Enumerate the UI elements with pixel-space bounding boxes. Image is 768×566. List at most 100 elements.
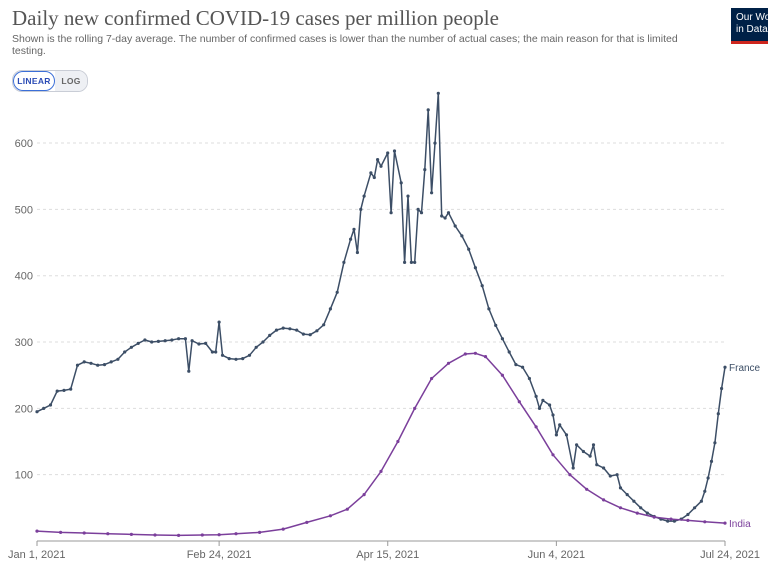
- data-point[interactable]: [106, 532, 110, 536]
- data-point[interactable]: [723, 365, 727, 369]
- data-point[interactable]: [389, 211, 393, 215]
- data-point[interactable]: [345, 507, 349, 511]
- data-point[interactable]: [608, 474, 612, 478]
- data-point[interactable]: [204, 341, 208, 345]
- data-point[interactable]: [595, 463, 599, 467]
- data-point[interactable]: [55, 389, 59, 393]
- data-point[interactable]: [521, 365, 525, 369]
- data-point[interactable]: [487, 307, 491, 311]
- data-point[interactable]: [703, 489, 707, 493]
- data-point[interactable]: [473, 351, 477, 355]
- data-point[interactable]: [261, 340, 265, 344]
- data-point[interactable]: [35, 529, 39, 533]
- data-point[interactable]: [403, 260, 407, 264]
- data-point[interactable]: [75, 363, 80, 367]
- data-point[interactable]: [163, 339, 167, 343]
- data-point[interactable]: [153, 533, 157, 537]
- data-point[interactable]: [413, 260, 417, 264]
- data-point[interactable]: [564, 433, 569, 437]
- data-point[interactable]: [82, 360, 86, 364]
- data-point[interactable]: [227, 357, 231, 361]
- data-point[interactable]: [197, 342, 201, 346]
- data-point[interactable]: [575, 443, 579, 447]
- data-point[interactable]: [446, 211, 451, 215]
- data-point[interactable]: [234, 532, 238, 536]
- data-point[interactable]: [129, 532, 133, 537]
- data-point[interactable]: [635, 511, 639, 515]
- data-point[interactable]: [129, 345, 133, 349]
- data-point[interactable]: [440, 214, 444, 218]
- linear-scale-button[interactable]: LINEAR: [13, 71, 55, 91]
- data-point[interactable]: [720, 386, 724, 391]
- data-point[interactable]: [234, 357, 238, 361]
- data-point[interactable]: [645, 511, 650, 515]
- data-point[interactable]: [453, 224, 457, 228]
- data-point[interactable]: [183, 337, 187, 341]
- data-point[interactable]: [500, 337, 504, 341]
- data-point[interactable]: [376, 158, 380, 162]
- data-point[interactable]: [413, 406, 417, 410]
- data-point[interactable]: [69, 387, 73, 391]
- data-point[interactable]: [379, 469, 383, 473]
- data-point[interactable]: [433, 141, 437, 145]
- data-point[interactable]: [534, 425, 538, 429]
- data-point[interactable]: [686, 518, 690, 523]
- data-point[interactable]: [699, 499, 704, 503]
- data-point[interactable]: [632, 499, 636, 503]
- data-point[interactable]: [669, 517, 673, 521]
- data-point[interactable]: [409, 260, 413, 264]
- data-point[interactable]: [436, 91, 440, 95]
- data-point[interactable]: [214, 350, 218, 354]
- data-point[interactable]: [48, 403, 53, 407]
- data-point[interactable]: [217, 320, 221, 324]
- data-point[interactable]: [483, 355, 488, 359]
- series-line[interactable]: [36, 92, 726, 522]
- data-point[interactable]: [463, 352, 467, 356]
- data-point[interactable]: [618, 506, 623, 510]
- data-point[interactable]: [42, 406, 46, 410]
- data-point[interactable]: [258, 530, 262, 535]
- data-point[interactable]: [362, 493, 366, 497]
- data-point[interactable]: [723, 521, 727, 525]
- data-point[interactable]: [359, 207, 363, 211]
- data-point[interactable]: [554, 433, 559, 437]
- data-point[interactable]: [666, 519, 670, 523]
- data-point[interactable]: [89, 361, 93, 365]
- data-point[interactable]: [143, 338, 147, 342]
- data-point[interactable]: [247, 353, 252, 357]
- log-scale-button[interactable]: LOG: [55, 71, 87, 91]
- data-point[interactable]: [116, 357, 120, 361]
- data-point[interactable]: [602, 498, 606, 502]
- data-point[interactable]: [537, 406, 542, 410]
- data-point[interactable]: [274, 328, 279, 332]
- data-point[interactable]: [500, 373, 504, 377]
- data-point[interactable]: [170, 338, 174, 342]
- data-point[interactable]: [416, 207, 420, 211]
- data-point[interactable]: [254, 345, 258, 349]
- data-point[interactable]: [96, 363, 100, 367]
- data-point[interactable]: [217, 533, 221, 537]
- data-point[interactable]: [534, 394, 538, 398]
- data-point[interactable]: [571, 466, 575, 470]
- data-point[interactable]: [602, 466, 606, 470]
- data-point[interactable]: [372, 175, 376, 180]
- data-point[interactable]: [716, 412, 720, 416]
- data-point[interactable]: [693, 506, 697, 510]
- data-point[interactable]: [430, 376, 434, 381]
- data-point[interactable]: [308, 333, 312, 337]
- data-point[interactable]: [200, 533, 204, 537]
- data-point[interactable]: [268, 333, 272, 337]
- data-point[interactable]: [558, 423, 562, 427]
- data-point[interactable]: [156, 339, 160, 343]
- data-point[interactable]: [281, 527, 285, 531]
- data-point[interactable]: [281, 326, 285, 330]
- data-point[interactable]: [82, 531, 86, 535]
- data-point[interactable]: [150, 340, 154, 344]
- data-point[interactable]: [177, 533, 181, 538]
- data-point[interactable]: [430, 191, 434, 195]
- data-point[interactable]: [443, 216, 447, 220]
- data-point[interactable]: [625, 493, 629, 497]
- data-point[interactable]: [335, 290, 339, 294]
- data-point[interactable]: [295, 328, 299, 332]
- data-point[interactable]: [355, 250, 359, 255]
